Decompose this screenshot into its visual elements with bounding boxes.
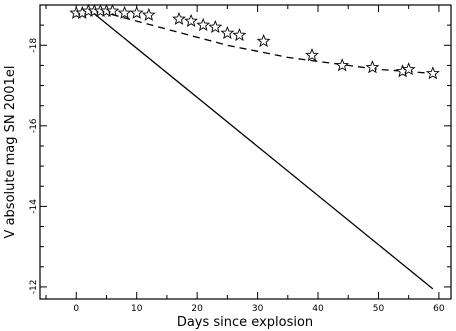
x-axis-label: Days since explosion xyxy=(177,315,313,330)
data-point-star xyxy=(117,5,132,19)
y-tick-label: -18 xyxy=(29,38,39,53)
x-ticks: 0 10 20 30 40 50 60 xyxy=(45,5,445,314)
dashed-model-curve xyxy=(88,8,433,75)
data-point-star xyxy=(335,58,350,72)
data-point-star xyxy=(172,11,186,25)
data-point-star xyxy=(426,66,440,80)
data-point-star xyxy=(220,25,235,39)
data-point-star xyxy=(184,13,198,28)
y-tick-label: -14 xyxy=(29,199,39,214)
x-tick-label: 30 xyxy=(252,304,264,314)
x-tick-label: 20 xyxy=(191,304,203,314)
x-tick-label: 0 xyxy=(73,304,79,314)
x-tick-label: 40 xyxy=(312,304,324,314)
solid-model-line xyxy=(87,8,434,290)
data-point-star xyxy=(129,5,144,19)
y-ticks: -18 -16 -14 -12 xyxy=(29,4,451,295)
x-tick-label: 10 xyxy=(131,304,143,314)
data-point-star xyxy=(141,7,156,21)
y-tick-label: -16 xyxy=(29,118,39,133)
x-tick-label: 50 xyxy=(373,304,385,314)
data-point-star xyxy=(305,48,319,62)
y-axis-label: V absolute mag SN 2001el xyxy=(3,66,18,239)
series-layer xyxy=(69,3,440,290)
data-point-star xyxy=(208,19,223,33)
x-tick-label: 60 xyxy=(433,304,445,314)
y-tick-label: -12 xyxy=(29,280,39,295)
data-point-star xyxy=(232,27,247,42)
plot-frame xyxy=(39,4,452,300)
data-point-star xyxy=(401,62,416,76)
data-point-star xyxy=(256,33,271,48)
data-point-star xyxy=(365,60,380,74)
data-point-star xyxy=(196,17,211,32)
data-point-star xyxy=(105,3,120,17)
